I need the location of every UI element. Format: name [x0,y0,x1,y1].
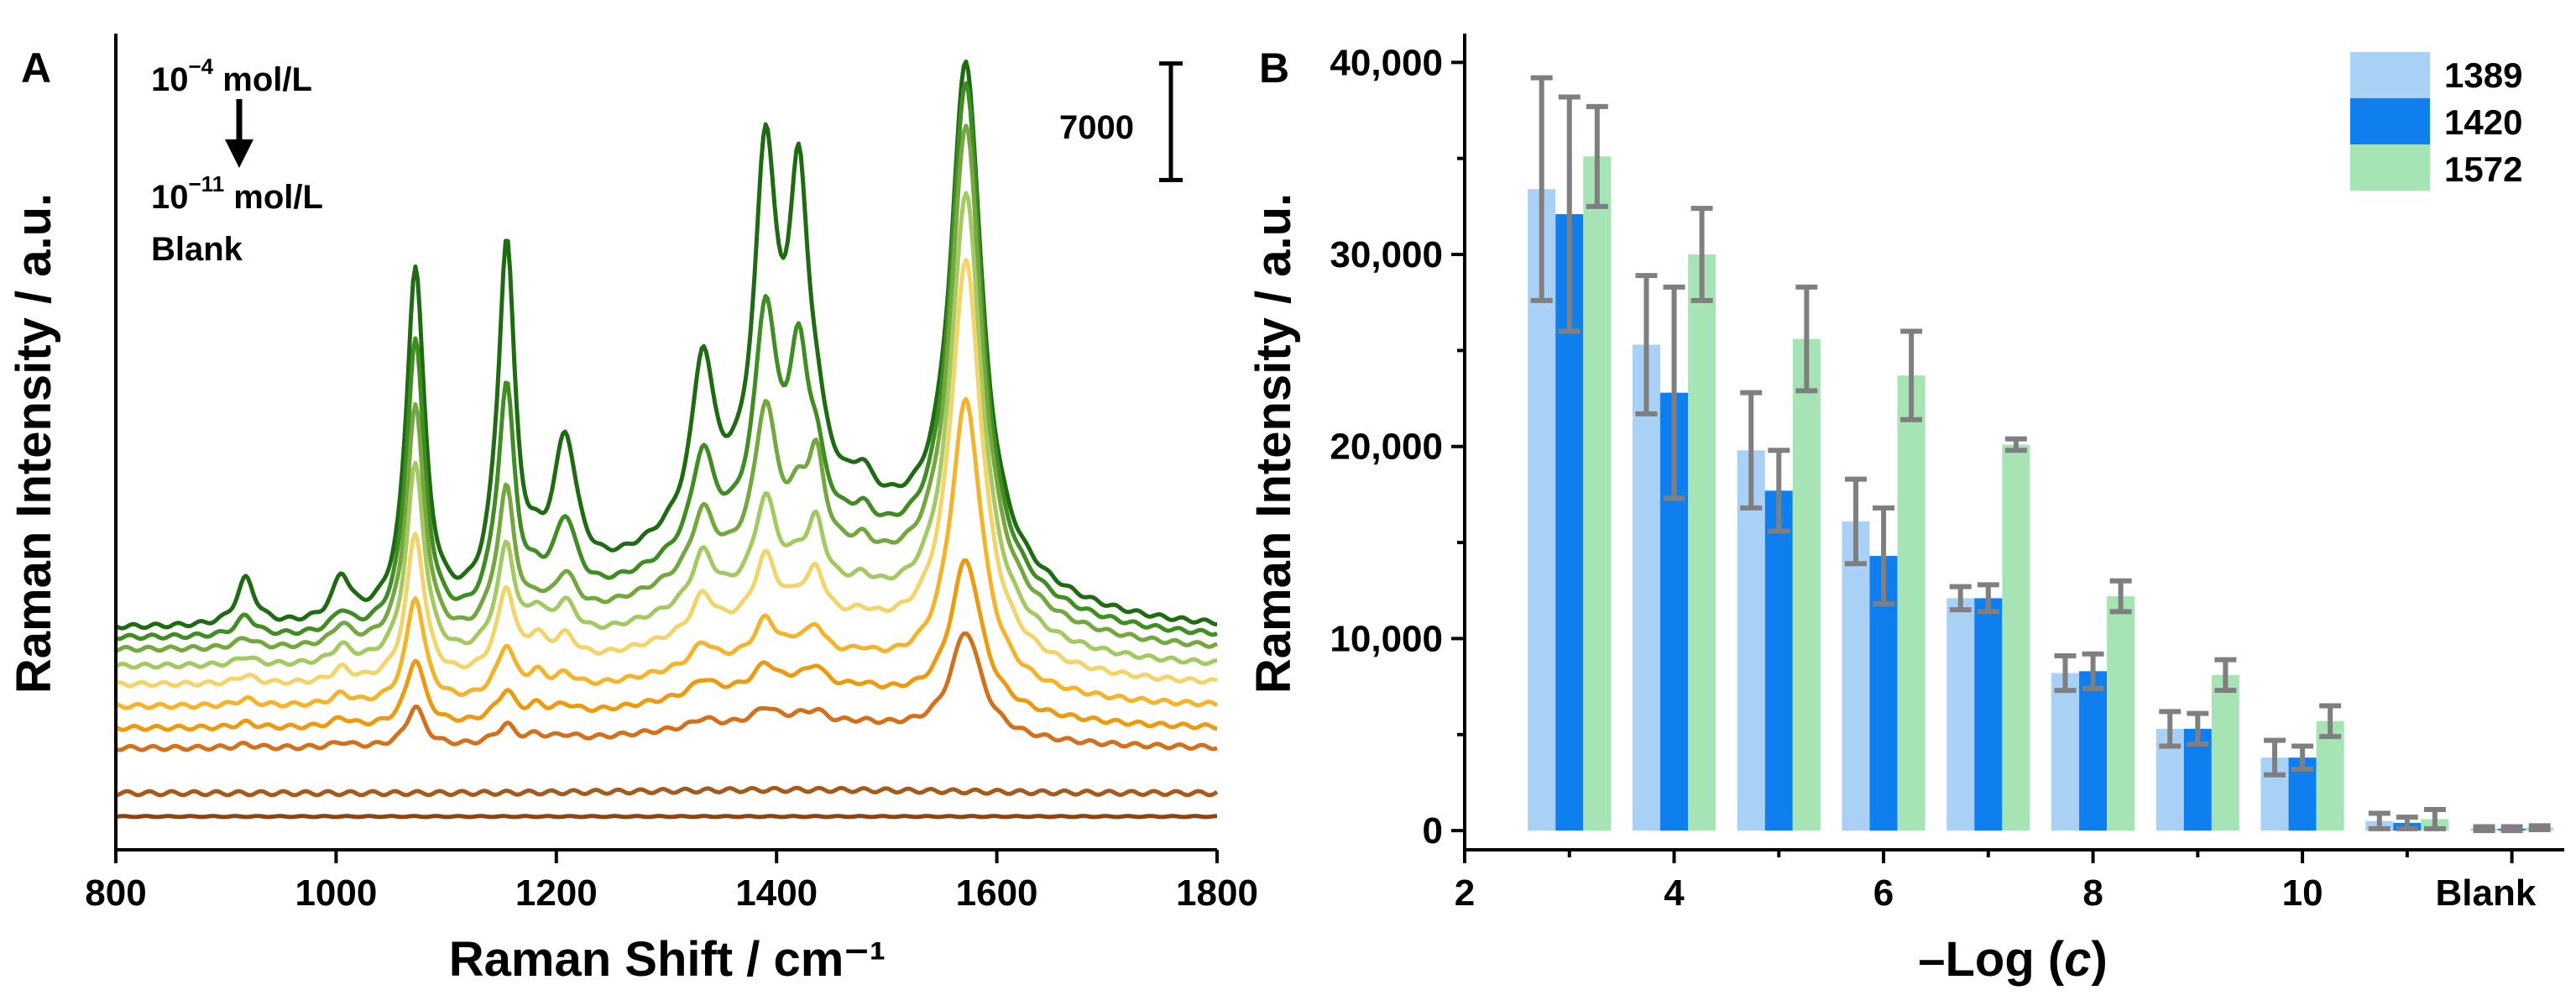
x-title-variable: c [2064,932,2091,987]
panel-b-y-ticks: 0 10,000 20,000 30,000 40,000 [1330,42,1465,851]
bar-1572 [2002,444,2030,831]
bar-1389 [2051,673,2080,831]
x-tick-label: 1000 [295,872,377,914]
x-tick-label: 1400 [735,872,818,914]
x-tick-label: 800 [85,872,146,914]
bar-1572 [2107,596,2135,831]
x-tick-label: Blank [2436,872,2537,914]
x-tick-label: 1200 [515,872,598,914]
y-tick-label: 10,000 [1330,618,1443,659]
panel-b-bars [1528,156,2554,831]
bar-1572 [2316,720,2344,831]
legend-swatch-1389 [2350,52,2430,98]
panel-a-x-axis-title: Raman Shift / cm⁻¹ [449,932,886,987]
annotation-top-exp: −4 [189,54,214,79]
panel-b-error-bars [1530,75,2551,834]
scale-bar-label: 7000 [1059,109,1134,146]
legend-swatch-1572 [2350,144,2430,191]
annotation-top-unit: mol/L [213,61,312,98]
spectrum-line [115,396,1219,710]
annotation-bottom-base: 10 [151,179,189,216]
legend-label-1572: 1572 [2444,149,2522,189]
panel-b-x-ticks: 2 4 6 8 10 Blank [1455,850,2537,914]
spectrum-line [115,785,1219,798]
bar-1420 [2079,671,2108,831]
spectrum-line [115,81,1218,642]
bar-1389 [1632,344,1660,831]
annotation-top-concentration: 10−4 mol/L [151,54,312,98]
spectrum-line [115,631,1218,752]
x-tick-label: 2 [1455,872,1475,914]
x-tick-label: 4 [1664,872,1685,914]
panel-a-y-axis-title: Raman Intensity / a.u. [7,193,61,694]
y-tick-label: 40,000 [1330,42,1443,83]
legend: 1389 1420 1572 [2350,52,2522,191]
panel-a-letter: A [21,45,51,92]
bar-1572 [1583,156,1612,831]
y-tick-label: 20,000 [1330,427,1443,468]
annotation-bottom-exp: −11 [189,171,225,196]
annotation-top-base: 10 [151,61,189,98]
panel-a-spectra [114,59,1219,820]
legend-swatch-1420 [2350,98,2430,144]
spectrum-line [114,191,1217,670]
spectrum-line [114,59,1218,631]
x-tick-label: 1800 [1176,872,1258,914]
x-tick-label: 10 [2282,872,2323,914]
spectrum-line [114,558,1218,732]
bar-1572 [1688,254,1716,831]
bar-1572 [2211,674,2239,831]
scale-bar [1159,61,1183,182]
x-title-suffix: ) [2091,932,2107,987]
y-tick-label: 0 [1423,810,1443,851]
annotation-bottom-unit: mol/L [224,179,323,216]
annotation-blank: Blank [151,231,243,268]
bar-1389 [1737,450,1765,831]
bar-1572 [1897,375,1925,831]
bar-1389 [1946,598,1975,831]
y-tick-label: 30,000 [1330,234,1443,275]
spectrum-line [115,258,1219,689]
concentration-arrow-head [225,139,253,168]
x-tick-label: 6 [1873,872,1894,914]
bar-1572 [1792,338,1821,831]
legend-label-1389: 1389 [2444,55,2522,95]
legend-label-1420: 1420 [2444,102,2522,142]
annotation-bottom-concentration: 10−11 mol/L [151,171,323,216]
spectrum-line [115,123,1219,653]
x-tick-label: 1600 [956,872,1038,914]
bar-1420 [1974,598,2003,831]
panel-b-letter: B [1259,45,1289,92]
x-title-prefix: –Log ( [1918,932,2065,987]
spectrum-line [115,814,1218,820]
x-tick-label: 8 [2082,872,2103,914]
bar-1420 [1764,490,1793,831]
panel-b-y-axis-title: Raman Intensity / a.u. [1246,193,1301,694]
bar-1389 [1842,521,1870,831]
panel-b: B 2 4 6 8 10 Blank 010,00020,00030,00040,000 … [1246,34,2564,987]
panel-a: A 800 1000 1200 1400 1600 1800 Raman Shift / … [7,34,1258,987]
panel-b-x-axis-title: –Log (c) [1918,932,2108,987]
panel-a-x-ticks: 800 1000 1200 1400 1600 1800 [85,850,1258,914]
